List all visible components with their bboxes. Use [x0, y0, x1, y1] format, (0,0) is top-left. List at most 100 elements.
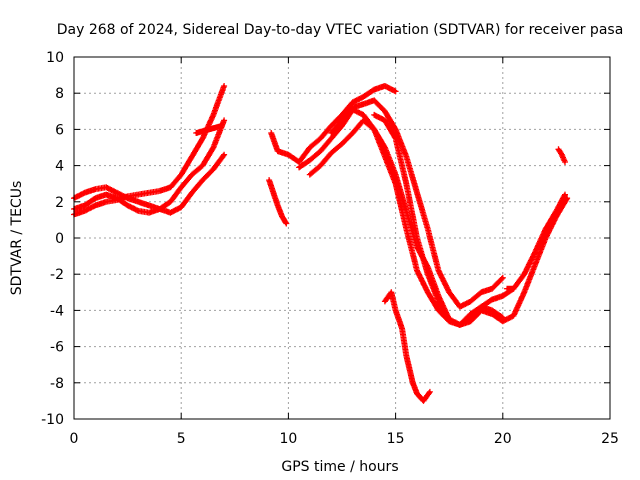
data-point [512, 314, 515, 317]
data-point [351, 101, 354, 104]
data-point [137, 200, 140, 203]
data-point [501, 294, 504, 298]
data-point [330, 124, 333, 128]
data-point [94, 187, 97, 191]
data-point [512, 287, 515, 290]
y-tick-label: 6 [55, 122, 64, 138]
data-point [448, 318, 451, 321]
data-point [285, 222, 288, 225]
data-point [212, 113, 215, 117]
series-track-12 [381, 289, 433, 404]
data-point [220, 124, 224, 128]
series-track-4 [193, 122, 225, 136]
data-point [501, 320, 504, 323]
data-point [362, 95, 365, 99]
data-point [448, 291, 451, 294]
y-axis-label: SDTVAR / TECUs [9, 181, 25, 296]
data-point [207, 128, 211, 131]
data-point [212, 168, 215, 171]
data-point [394, 137, 397, 140]
data-point [490, 312, 494, 316]
data-point [340, 113, 344, 117]
data-point [469, 300, 472, 303]
data-point [437, 300, 440, 303]
data-point [405, 155, 408, 158]
data-point [308, 173, 311, 176]
y-axis: -10 -8 -6 -4 -2 0 2 4 6 8 10 [41, 50, 610, 428]
data-point [195, 131, 198, 135]
data-point [280, 215, 284, 218]
data-point [222, 153, 226, 156]
data-point [415, 392, 419, 395]
grid [74, 57, 610, 419]
series-markers [504, 191, 568, 292]
data-point [214, 126, 217, 129]
data-point [190, 191, 194, 194]
data-point [340, 142, 344, 146]
data-point [319, 164, 322, 167]
data-point [373, 99, 376, 102]
data-layer [71, 83, 571, 404]
data-point [555, 209, 558, 213]
data-point [362, 113, 365, 117]
x-tick-label: 10 [279, 431, 297, 447]
y-tick-label: 2 [55, 195, 64, 211]
data-point [115, 191, 119, 194]
data-point [158, 189, 161, 193]
data-point [201, 137, 204, 140]
data-point [437, 309, 440, 312]
data-point [270, 131, 273, 135]
data-point [469, 320, 472, 323]
data-point [458, 305, 462, 308]
data-point [422, 399, 425, 403]
x-axis-label: GPS time / hours [281, 459, 398, 475]
data-point [147, 204, 151, 207]
data-point [297, 166, 301, 169]
series-track-11 [504, 191, 568, 292]
data-point [362, 119, 365, 122]
data-point [383, 146, 387, 149]
data-point [94, 204, 97, 207]
series-track-10 [371, 111, 571, 328]
data-point [390, 291, 393, 294]
data-point [105, 200, 108, 203]
data-point [523, 273, 526, 276]
data-point [560, 153, 563, 156]
data-point [308, 159, 311, 162]
data-point [276, 149, 279, 153]
x-tick-label: 15 [387, 431, 405, 447]
data-point [126, 195, 129, 198]
series-track-6 [268, 83, 399, 165]
data-point [319, 149, 322, 153]
data-point [415, 236, 419, 240]
data-point [505, 287, 509, 290]
y-tick-label: 8 [55, 86, 64, 102]
data-point [105, 186, 108, 189]
data-point [415, 269, 419, 272]
data-point [437, 269, 440, 272]
x-tick-label: 0 [70, 431, 79, 447]
data-point [115, 198, 119, 202]
data-point [383, 84, 387, 88]
data-point [169, 211, 172, 214]
data-point [415, 191, 419, 194]
y-tick-label: 10 [46, 50, 64, 66]
data-point [267, 178, 271, 182]
data-point [180, 186, 183, 189]
chart-title: Day 268 of 2024, Sidereal Day-to-day VTE… [57, 22, 624, 38]
data-point [405, 227, 408, 231]
data-point [501, 276, 504, 279]
data-point [222, 84, 226, 88]
y-tick-label: 0 [55, 231, 64, 247]
data-point [544, 227, 547, 231]
data-point [394, 173, 397, 176]
data-point [373, 113, 376, 117]
data-point [83, 191, 86, 194]
y-tick-label: 4 [55, 159, 64, 175]
data-point [373, 128, 376, 131]
x-axis: 0 5 10 15 20 25 [70, 57, 619, 447]
data-point [201, 178, 204, 182]
y-tick-label: -10 [41, 412, 64, 428]
series-track-9 [328, 97, 506, 310]
data-point [147, 191, 151, 194]
